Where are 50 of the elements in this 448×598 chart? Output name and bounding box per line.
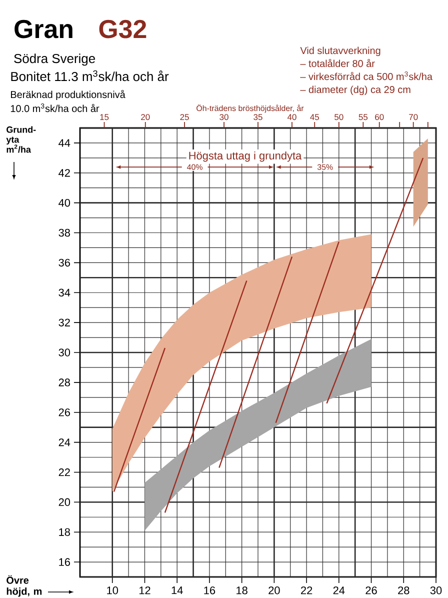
y-tick-label: 18 (59, 528, 70, 536)
text: 60 (375, 114, 384, 120)
y-tick-label: 30 (58, 348, 70, 356)
text: 35 (254, 114, 262, 120)
x-axis-title: Övre höjd, m (6, 575, 42, 597)
y-tick-label: 26 (58, 408, 70, 416)
annotation: Högsta uttag i grundyta (189, 151, 302, 162)
text: 45 (310, 114, 319, 120)
text: 50 (334, 114, 344, 120)
y-tick-label: 22 (58, 468, 70, 476)
text: 25 (180, 114, 189, 120)
x-tick-label: 24 (333, 586, 345, 594)
text: – virkesförråd ca 500 m$^{3}$sk/ha (300, 72, 432, 80)
y-tick-label: 42 (58, 169, 70, 177)
y-tick-label: 44 (58, 139, 70, 147)
x-tick-label: 30 (430, 586, 442, 594)
x-tick-label: 26 (366, 586, 377, 594)
y-tick-label: 36 (58, 258, 70, 267)
chart-title: Gran (14, 20, 72, 38)
y-tick-label: 20 (58, 498, 70, 506)
x-tick-label: 22 (300, 586, 312, 594)
text: – diameter (dg) ca 29 cm (300, 86, 410, 96)
x-tick-label: 12 (139, 586, 150, 594)
text: G32 (99, 20, 146, 38)
text: 15 (100, 114, 109, 120)
text: Beräknad produktionsnivå (11, 90, 126, 100)
text: 70 (409, 114, 418, 120)
text: 40 (287, 114, 296, 120)
y-tick-label: 40 (58, 198, 70, 207)
x-tick-label: 28 (398, 586, 410, 594)
text: 55 (358, 114, 368, 120)
text: Vid slutavverkning (300, 46, 380, 56)
y-tick-label: 28 (58, 378, 70, 386)
chart-subtitle: Södra Sverige (14, 54, 95, 66)
y-tick-label: 34 (58, 288, 70, 297)
y-axis-title: Grund-yta m$^{2}$/ha (6, 126, 36, 153)
x-tick-label: 18 (236, 586, 248, 594)
text: 20 (141, 114, 150, 120)
x-tick-label: 10 (107, 586, 118, 594)
text: – totalålder 80 år (300, 58, 375, 68)
text: Bonitet 11.3 m$^{3}$sk/ha och år (11, 70, 169, 82)
x-tick-label: 14 (172, 586, 183, 594)
y-tick-label: 38 (58, 228, 70, 237)
text: 10.0 m$^{3}$sk/ha och år (10, 104, 100, 112)
y-tick-label: 16 (59, 558, 70, 566)
y-tick-label: 24 (58, 438, 70, 446)
x-tick-label: 16 (204, 586, 216, 594)
text: 30 (220, 114, 228, 120)
y-tick-label: 32 (58, 318, 70, 326)
x-tick-label: 20 (268, 586, 280, 594)
